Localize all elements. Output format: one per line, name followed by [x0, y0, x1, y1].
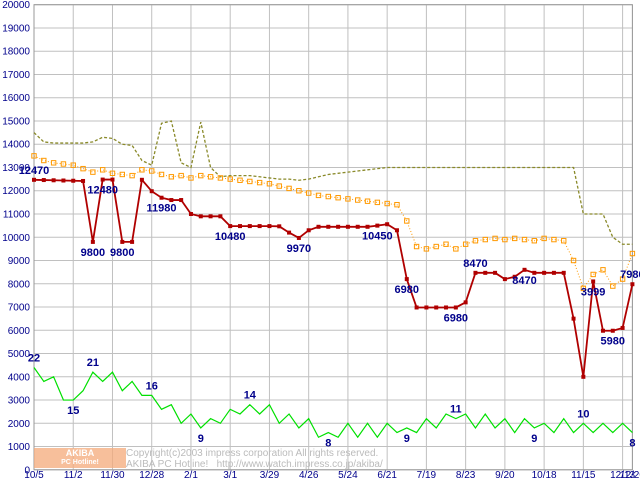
svg-text:14000: 14000: [2, 140, 30, 151]
svg-text:12470: 12470: [19, 165, 50, 177]
svg-text:12/20: 12/20: [620, 470, 640, 480]
svg-text:6/21: 6/21: [377, 470, 397, 480]
svg-text:2000: 2000: [8, 419, 31, 430]
svg-text:11/2: 11/2: [64, 470, 83, 480]
svg-text:15000: 15000: [2, 116, 30, 127]
svg-text:14: 14: [244, 390, 257, 402]
svg-text:9: 9: [404, 433, 410, 445]
svg-text:6000: 6000: [8, 326, 31, 337]
svg-text:11/15: 11/15: [571, 470, 596, 480]
svg-text:12480: 12480: [87, 185, 118, 197]
svg-text:6980: 6980: [395, 284, 419, 296]
svg-text:9800: 9800: [81, 247, 105, 259]
svg-text:16000: 16000: [2, 93, 30, 104]
svg-text:8/23: 8/23: [456, 470, 476, 480]
svg-text:9: 9: [198, 433, 204, 445]
svg-text:9: 9: [531, 433, 537, 445]
svg-text:4/26: 4/26: [299, 470, 319, 480]
svg-text:5/24: 5/24: [338, 470, 358, 480]
svg-text:22: 22: [28, 352, 40, 364]
svg-text:10: 10: [577, 408, 589, 420]
svg-text:4000: 4000: [8, 372, 31, 383]
svg-text:10480: 10480: [215, 231, 246, 243]
svg-text:1000: 1000: [8, 442, 31, 453]
svg-text:9970: 9970: [287, 243, 311, 255]
svg-text:10/5: 10/5: [24, 470, 44, 480]
svg-text:12/28: 12/28: [139, 470, 164, 480]
svg-text:16: 16: [146, 380, 158, 392]
svg-text:3999: 3999: [581, 286, 605, 298]
svg-text:7/19: 7/19: [417, 470, 437, 480]
svg-text:11000: 11000: [3, 210, 31, 221]
svg-text:8470: 8470: [512, 275, 536, 287]
svg-text:19000: 19000: [2, 23, 30, 34]
svg-text:7000: 7000: [8, 303, 31, 314]
svg-text:8: 8: [629, 438, 635, 450]
svg-text:10000: 10000: [2, 233, 30, 244]
svg-text:18000: 18000: [2, 47, 30, 58]
svg-text:12000: 12000: [2, 186, 30, 197]
svg-text:21: 21: [87, 357, 99, 369]
svg-text:17000: 17000: [2, 70, 30, 81]
svg-text:8000: 8000: [8, 279, 31, 290]
svg-text:20000: 20000: [2, 0, 30, 11]
svg-text:9800: 9800: [110, 247, 134, 259]
svg-text:8470: 8470: [463, 258, 487, 270]
svg-text:11/30: 11/30: [100, 470, 125, 480]
svg-text:9000: 9000: [8, 256, 31, 267]
svg-text:11980: 11980: [147, 203, 177, 215]
svg-text:6980: 6980: [444, 312, 468, 324]
svg-text:3/1: 3/1: [223, 470, 237, 480]
svg-text:10/18: 10/18: [532, 470, 557, 480]
svg-text:9/20: 9/20: [495, 470, 515, 480]
svg-text:11: 11: [450, 404, 462, 416]
svg-text:3000: 3000: [8, 396, 31, 407]
svg-text:3/29: 3/29: [260, 470, 280, 480]
svg-text:2/1: 2/1: [184, 470, 198, 480]
svg-text:10450: 10450: [362, 231, 393, 243]
svg-text:7980: 7980: [620, 269, 640, 281]
svg-text:15: 15: [67, 405, 79, 417]
svg-text:5980: 5980: [601, 336, 625, 348]
